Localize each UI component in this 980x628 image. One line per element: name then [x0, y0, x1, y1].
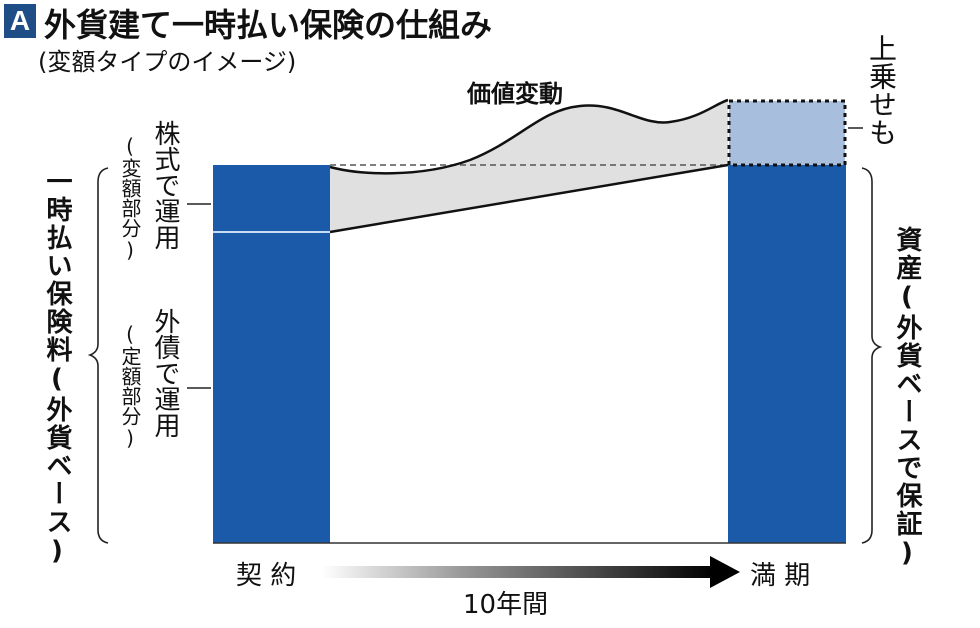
asset-bar [728, 165, 846, 543]
stock-note-label: (変額部分) [118, 134, 142, 262]
maturity-label: 満 期 [750, 561, 811, 591]
premium-label: 一時払い保険料(外貨ベース) [42, 168, 72, 568]
asset-label: 資産(外貨ベースで保証) [892, 226, 922, 570]
timeline-arrow-shaft [322, 566, 714, 578]
bonus-label: 上乗せも [865, 34, 898, 146]
bond-growth-line [329, 163, 729, 234]
value-fluctuation-area [330, 100, 728, 232]
diagram-subtitle: (変額タイプのイメージ) [38, 48, 297, 76]
bond-investment-label: 外債で運用 [150, 308, 180, 438]
timeline-arrow-head [710, 556, 740, 588]
left-brace-icon [87, 167, 109, 544]
bonus-box [727, 99, 847, 167]
premium-bar [213, 165, 330, 543]
duration-label: 10年間 [463, 590, 549, 620]
bond-note-label: (定額部分) [118, 322, 142, 450]
section-badge: A [4, 4, 36, 38]
contract-label: 契 約 [236, 561, 297, 591]
diagram-title: 外貨建て一時払い保険の仕組み [44, 6, 493, 44]
fluctuation-curve [329, 98, 729, 175]
stock-investment-label: 株式で運用 [150, 120, 180, 250]
value-fluctuation-label: 価値変動 [467, 80, 563, 108]
right-brace-icon [861, 167, 883, 544]
